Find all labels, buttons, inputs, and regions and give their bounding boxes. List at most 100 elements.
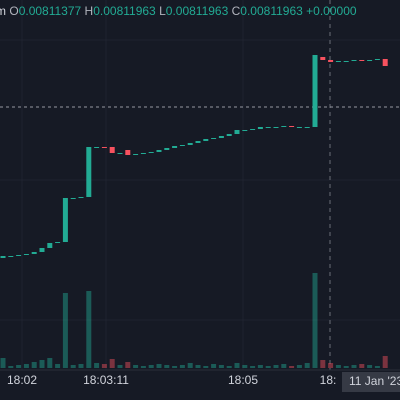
candle-body: [343, 61, 349, 62]
candle-body: [172, 146, 178, 148]
candle-body: [164, 148, 170, 150]
volume-bar: [351, 365, 357, 368]
change: +0.00000: [306, 4, 357, 18]
volume-bar: [94, 363, 100, 368]
ohlc-label: C: [232, 4, 241, 18]
volume-bar: [359, 364, 365, 368]
candle-body: [211, 138, 217, 139]
volume-bar: [218, 365, 224, 368]
candle-body: [265, 127, 271, 128]
candle-body: [250, 129, 256, 130]
candle-body: [70, 198, 76, 199]
volume-bar: [273, 365, 279, 368]
candle-body: [257, 127, 263, 129]
volume-bar: [211, 364, 217, 368]
ohlc-value: 0.00811377: [19, 4, 82, 18]
candle-body: [242, 130, 248, 131]
volume-bar: [148, 365, 154, 368]
volume-bar: [109, 359, 115, 368]
volume-bar: [382, 356, 388, 368]
ohlc-label: H: [85, 4, 94, 18]
candle-body: [125, 150, 131, 155]
ohlc-value: 0.00811963: [166, 4, 229, 18]
candle-body: [94, 147, 100, 148]
candle-body: [195, 141, 201, 143]
volume-bar: [117, 365, 123, 368]
volume-bar: [0, 358, 6, 368]
volume-bar: [328, 363, 334, 368]
volume-bar: [86, 291, 92, 368]
candle-body: [39, 248, 45, 252]
candle-body: [359, 60, 365, 61]
candle-body: [133, 154, 139, 155]
crosshair-tag: [342, 372, 400, 392]
candle-body: [8, 256, 14, 257]
volume-bar: [242, 365, 248, 368]
volume-bar: [281, 364, 287, 368]
ohlc-value: 0.00811963: [93, 4, 156, 18]
candle-body: [289, 126, 295, 127]
volume-bar: [187, 363, 193, 368]
volume-bar: [367, 365, 373, 368]
volume-bar: [203, 366, 209, 368]
volume-bar: [47, 358, 53, 368]
volume-bar: [62, 293, 68, 368]
candle-body: [273, 127, 279, 128]
candle-body: [16, 255, 22, 256]
candle-body: [109, 147, 115, 153]
volume-bar: [125, 362, 131, 368]
volume-bar: [250, 366, 256, 368]
candle-body: [351, 60, 357, 61]
candle-body: [335, 61, 341, 62]
ohlc-label: L: [159, 4, 166, 18]
volume-bar: [265, 366, 271, 368]
candle-body: [86, 147, 92, 197]
candle-body: [31, 252, 37, 254]
candle-body: [304, 127, 310, 128]
candle-body: [382, 59, 388, 66]
crosshair-label: 11 Jan '23: [349, 374, 400, 388]
candle-body: [55, 242, 61, 243]
volume-bar: [179, 365, 185, 368]
volume-bar: [289, 366, 295, 368]
volume-bar: [226, 366, 232, 368]
candle-body: [374, 59, 380, 60]
volume-bar: [16, 365, 22, 368]
ohlc-value: 0.00811963: [240, 4, 303, 18]
candle-body: [148, 152, 154, 153]
volume-bar: [257, 365, 263, 368]
volume-bar: [164, 365, 170, 368]
volume-bar: [55, 364, 61, 368]
volume-bar: [31, 362, 37, 368]
x-tick-label: 18:: [320, 373, 337, 387]
candle-body: [328, 60, 334, 62]
x-tick-label: 18:05: [228, 373, 258, 387]
interval: m: [0, 4, 6, 18]
volume-bar: [78, 364, 84, 368]
volume-bar: [195, 365, 201, 368]
volume-bar: [140, 366, 146, 368]
volume-bar: [8, 366, 14, 368]
candle-body: [203, 139, 209, 141]
ohlc-label: O: [9, 4, 18, 18]
candle-body: [226, 134, 232, 136]
volume-bar: [156, 364, 162, 368]
volume-bar: [374, 366, 380, 368]
volume-bar: [304, 363, 310, 368]
volume-bar: [312, 273, 318, 368]
volume-bar: [320, 360, 326, 368]
candle-body: [320, 57, 326, 60]
candle-body: [78, 197, 84, 198]
candle-body: [312, 55, 318, 127]
volume-bar: [335, 365, 341, 368]
candle-body: [23, 254, 29, 255]
candle-body: [187, 143, 193, 145]
candle-body: [156, 150, 162, 152]
candle-body: [281, 126, 287, 127]
candle-body: [101, 147, 107, 148]
candle-body: [234, 130, 240, 134]
volume-bar: [101, 364, 107, 368]
volume-bar: [23, 364, 29, 368]
